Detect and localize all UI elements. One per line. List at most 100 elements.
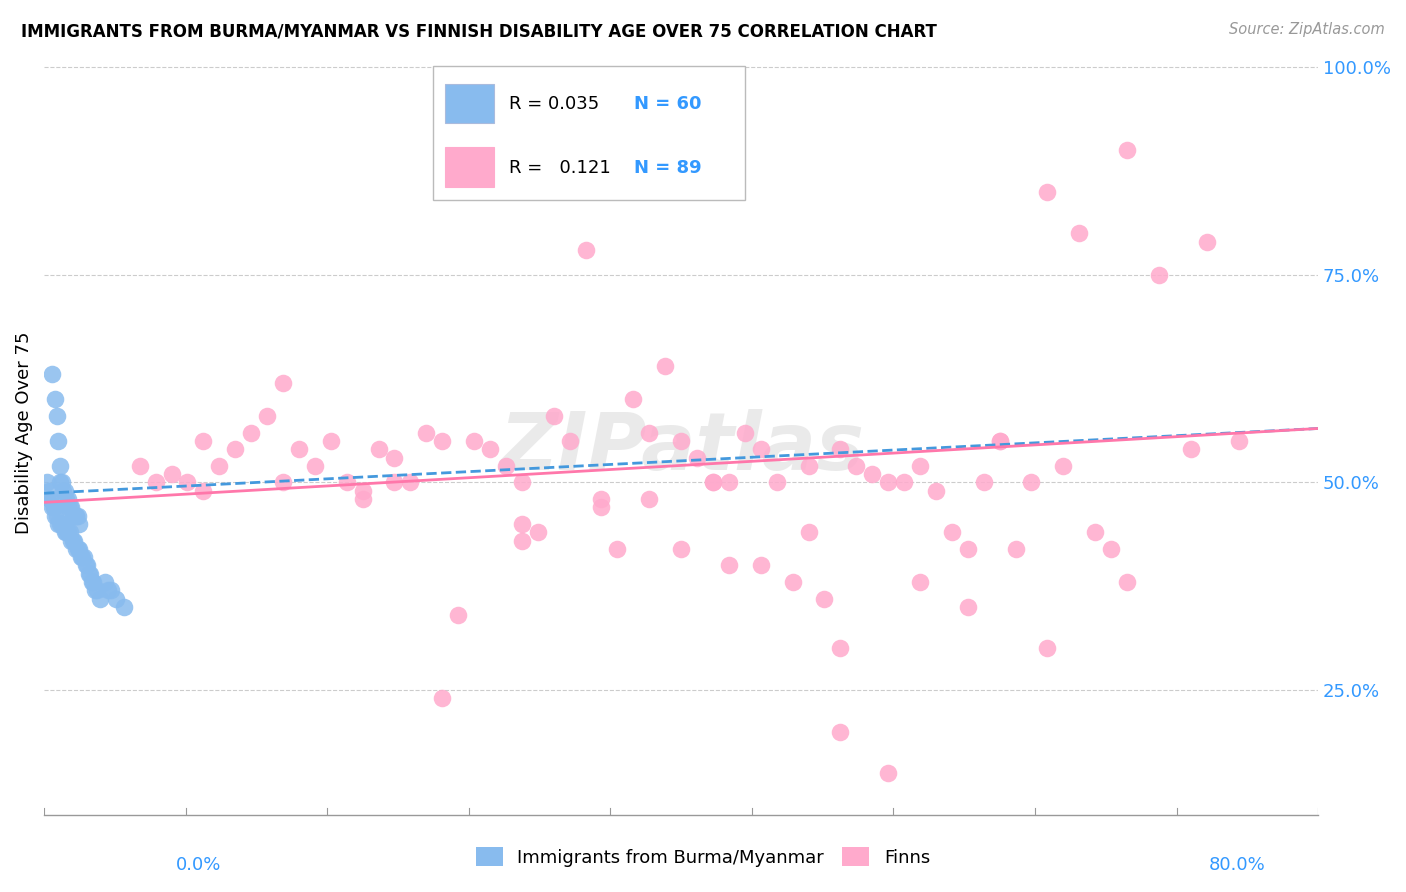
- Point: [240, 425, 263, 440]
- Point: [717, 475, 740, 490]
- Point: [384, 475, 406, 490]
- Point: [224, 442, 246, 457]
- Point: [432, 691, 454, 706]
- Point: [56, 491, 79, 506]
- FancyBboxPatch shape: [446, 147, 494, 186]
- Point: [956, 541, 979, 556]
- Point: [860, 467, 883, 482]
- Point: [384, 450, 406, 465]
- Point: [42, 500, 65, 515]
- Point: [941, 525, 963, 540]
- Point: [66, 541, 89, 556]
- Point: [48, 516, 70, 531]
- Point: [797, 458, 820, 473]
- Text: R =   0.121: R = 0.121: [509, 159, 610, 177]
- Point: [45, 409, 67, 423]
- Point: [1021, 475, 1043, 490]
- Point: [479, 442, 502, 457]
- Point: [38, 483, 60, 498]
- Point: [1116, 575, 1139, 590]
- Point: [782, 575, 804, 590]
- Point: [56, 500, 79, 515]
- Point: [82, 575, 104, 590]
- Point: [51, 475, 73, 490]
- Point: [830, 442, 852, 457]
- Point: [1195, 235, 1218, 249]
- Point: [89, 591, 111, 606]
- Point: [495, 458, 517, 473]
- Point: [432, 434, 454, 448]
- Point: [830, 641, 852, 656]
- Point: [100, 583, 122, 598]
- Point: [399, 475, 422, 490]
- Point: [1004, 541, 1026, 556]
- Point: [52, 516, 75, 531]
- Point: [208, 458, 231, 473]
- Point: [1036, 185, 1059, 199]
- Point: [463, 434, 485, 448]
- Text: N = 60: N = 60: [634, 95, 702, 113]
- Point: [908, 575, 931, 590]
- Point: [702, 475, 724, 490]
- Point: [52, 483, 75, 498]
- Point: [66, 508, 89, 523]
- Point: [352, 491, 374, 506]
- Text: ZIPatlas: ZIPatlas: [499, 409, 863, 487]
- Text: 80.0%: 80.0%: [1209, 856, 1265, 874]
- Point: [256, 409, 278, 423]
- Point: [86, 583, 108, 598]
- Point: [176, 475, 198, 490]
- Point: [44, 508, 66, 523]
- Point: [908, 458, 931, 473]
- Point: [65, 508, 87, 523]
- Point: [67, 516, 90, 531]
- Point: [48, 434, 70, 448]
- Point: [67, 541, 90, 556]
- Point: [65, 508, 87, 523]
- Point: [749, 558, 772, 573]
- Point: [39, 491, 62, 506]
- Point: [574, 243, 596, 257]
- Point: [193, 483, 215, 498]
- Point: [1069, 227, 1091, 241]
- Point: [41, 500, 63, 515]
- Point: [69, 550, 91, 565]
- Point: [39, 491, 62, 506]
- Point: [1084, 525, 1107, 540]
- Point: [49, 458, 72, 473]
- Point: [845, 458, 868, 473]
- Point: [80, 575, 103, 590]
- Point: [62, 508, 84, 523]
- Point: [591, 491, 613, 506]
- Point: [877, 766, 900, 780]
- Point: [510, 516, 533, 531]
- Point: [271, 376, 294, 390]
- Point: [45, 508, 67, 523]
- Point: [62, 533, 84, 548]
- Text: 0.0%: 0.0%: [176, 856, 221, 874]
- Point: [1116, 144, 1139, 158]
- Point: [79, 566, 101, 581]
- Point: [58, 500, 80, 515]
- Point: [56, 525, 79, 540]
- Point: [925, 483, 948, 498]
- Point: [606, 541, 628, 556]
- Text: IMMIGRANTS FROM BURMA/MYANMAR VS FINNISH DISABILITY AGE OVER 75 CORRELATION CHAR: IMMIGRANTS FROM BURMA/MYANMAR VS FINNISH…: [21, 22, 936, 40]
- Point: [638, 425, 661, 440]
- Point: [104, 591, 127, 606]
- Point: [702, 475, 724, 490]
- Y-axis label: Disability Age Over 75: Disability Age Over 75: [15, 331, 32, 534]
- Point: [813, 591, 835, 606]
- Point: [988, 434, 1011, 448]
- Point: [654, 359, 676, 374]
- Point: [160, 467, 183, 482]
- Point: [336, 475, 359, 490]
- Point: [77, 566, 100, 581]
- Point: [510, 533, 533, 548]
- Point: [193, 434, 215, 448]
- Point: [49, 475, 72, 490]
- Point: [63, 508, 86, 523]
- Point: [60, 500, 83, 515]
- Point: [558, 434, 581, 448]
- Point: [591, 500, 613, 515]
